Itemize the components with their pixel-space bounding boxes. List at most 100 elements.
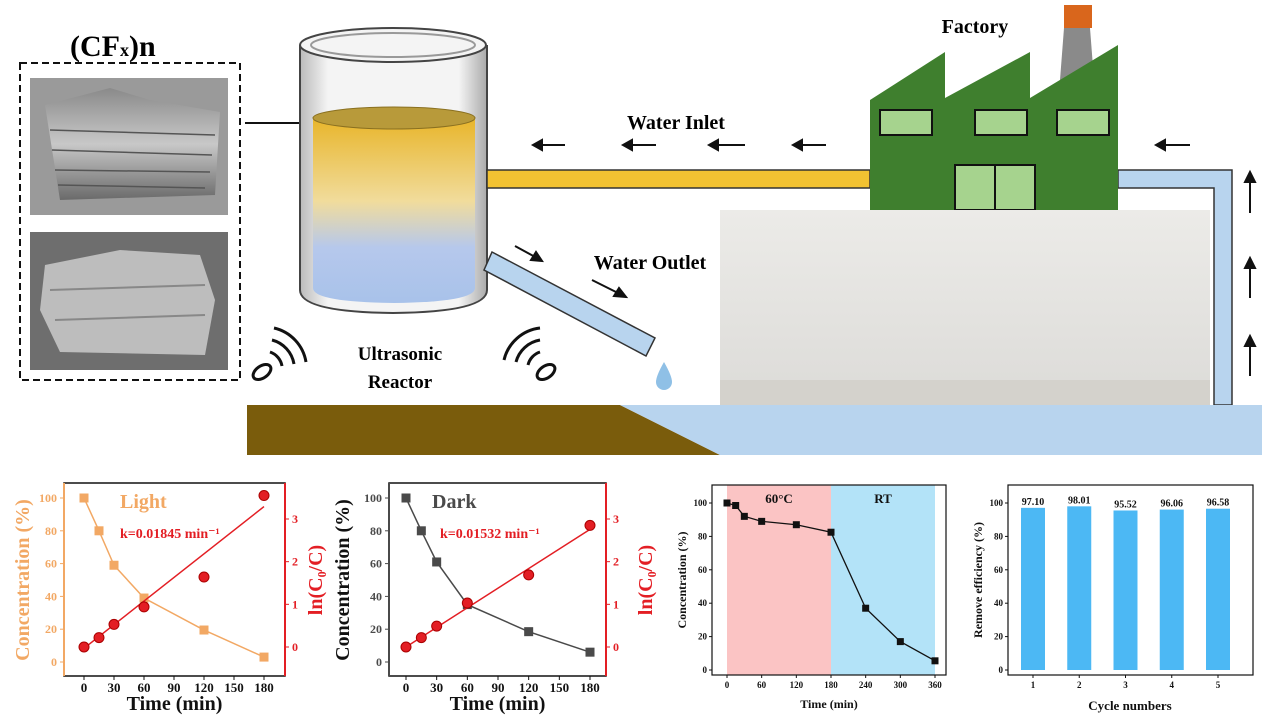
reactor-label: Reactor <box>368 372 433 393</box>
y-tick-label: 80 <box>370 524 382 538</box>
x-tick-label: 60 <box>461 680 474 695</box>
x-tick-label: 1 <box>1031 680 1036 690</box>
sem-image-frame <box>19 62 241 381</box>
y-tick-label: 0 <box>51 655 57 669</box>
concentration-point <box>524 627 534 637</box>
ln-ratio-point <box>138 601 150 613</box>
cuvette-photo <box>720 210 1210 405</box>
bar <box>1159 509 1184 670</box>
region-label: 60°C <box>765 491 793 506</box>
concentration-line <box>405 497 591 653</box>
y-tick-label: 60 <box>698 565 708 575</box>
concentration-point <box>401 493 411 503</box>
y2-tick-label: 0 <box>292 640 298 654</box>
y-tick-label: 100 <box>364 491 382 505</box>
x-axis-label: Time (min) <box>800 697 857 711</box>
x-tick-label: 180 <box>824 680 838 690</box>
y-tick-label: 40 <box>994 598 1004 608</box>
concentration-point <box>432 557 442 567</box>
y-tick-label: 20 <box>698 632 708 642</box>
x-axis-label: Time (min) <box>127 693 223 715</box>
y-tick-label: 60 <box>370 557 382 571</box>
y2-tick-label: 2 <box>613 555 619 569</box>
y2-tick-label: 1 <box>613 597 619 611</box>
y2-tick-label: 0 <box>613 640 619 654</box>
y-tick-label: 80 <box>994 531 1004 541</box>
concentration-line <box>83 497 265 658</box>
y-axis-label: Concentration (%) <box>12 499 34 661</box>
x-tick-label: 90 <box>492 680 505 695</box>
y2-tick-label: 1 <box>292 597 298 611</box>
bar <box>1021 507 1045 670</box>
plot-frame <box>711 484 947 676</box>
y2-tick-label: 2 <box>292 555 298 569</box>
x-axis-label: Time (min) <box>450 693 546 715</box>
plot-frame <box>63 482 286 677</box>
rate-constant-annotation: k=0.01845 min⁻¹ <box>120 527 220 542</box>
x-tick-label: 30 <box>430 680 443 695</box>
concentration-point <box>199 625 209 635</box>
x-tick-label: 0 <box>725 680 730 690</box>
factory-icon <box>870 5 1118 212</box>
ln-ratio-point <box>78 641 90 653</box>
bar <box>1206 508 1230 670</box>
x-tick-label: 0 <box>81 680 88 695</box>
ln-ratio-point <box>93 632 105 644</box>
concentration-point <box>827 528 835 536</box>
bar <box>1113 510 1138 670</box>
x-tick-label: 60 <box>757 680 767 690</box>
y-tick-label: 60 <box>45 557 57 571</box>
condition-label: Dark <box>432 491 477 513</box>
concentration-point <box>94 526 104 536</box>
ln-ratio-point <box>584 519 596 531</box>
water-drop-icon <box>656 362 672 390</box>
concentration-point <box>792 521 800 529</box>
y2-axis-label: ln(C₀/C) <box>305 545 327 615</box>
factory-label: Factory <box>942 16 1009 38</box>
water-outlet-label: Water Outlet <box>594 252 707 274</box>
ground <box>247 405 720 455</box>
y-tick-label: 40 <box>698 598 708 608</box>
bar-value-label: 96.06 <box>1161 499 1184 510</box>
y-axis-label: Concentration (%) <box>675 532 689 629</box>
concentration-point <box>732 502 740 510</box>
y-tick-label: 0 <box>999 665 1004 675</box>
x-tick-label: 150 <box>224 680 244 695</box>
ln-ratio-point <box>461 597 473 609</box>
rate-constant-annotation: k=0.01532 min⁻¹ <box>440 527 540 542</box>
region-1 <box>831 485 935 675</box>
x-tick-label: 2 <box>1077 680 1082 690</box>
concentration-point <box>416 526 426 536</box>
water-channel <box>620 405 1262 455</box>
y-tick-label: 20 <box>370 622 382 636</box>
condition-label: Light <box>120 491 167 513</box>
material-label: (CFx)n <box>70 30 156 63</box>
y2-tick-label: 3 <box>292 512 298 526</box>
concentration-point <box>931 657 939 665</box>
ln-ratio-point <box>523 569 535 581</box>
concentration-point <box>896 638 904 646</box>
x-tick-label: 30 <box>108 680 121 695</box>
x-tick-label: 3 <box>1123 680 1128 690</box>
y-tick-label: 0 <box>376 655 382 669</box>
concentration-point <box>585 647 595 657</box>
ln-ratio-point <box>431 620 443 632</box>
x-axis-label: Cycle numbers <box>1088 698 1171 713</box>
bar-value-label: 95.52 <box>1114 499 1137 510</box>
x-tick-label: 300 <box>894 680 908 690</box>
x-tick-label: 60 <box>138 680 151 695</box>
concentration-point <box>79 493 89 503</box>
x-tick-label: 0 <box>403 680 410 695</box>
bar-value-label: 96.58 <box>1207 498 1230 509</box>
x-tick-label: 240 <box>859 680 873 690</box>
bar <box>1067 506 1092 670</box>
bar-value-label: 97.10 <box>1022 497 1045 508</box>
y-tick-label: 80 <box>45 524 57 538</box>
concentration-point <box>109 560 119 570</box>
water-inlet-label: Water Inlet <box>627 112 725 134</box>
concentration-point <box>139 593 149 603</box>
flow-arrow-icon <box>514 138 1257 376</box>
x-tick-label: 360 <box>928 680 942 690</box>
